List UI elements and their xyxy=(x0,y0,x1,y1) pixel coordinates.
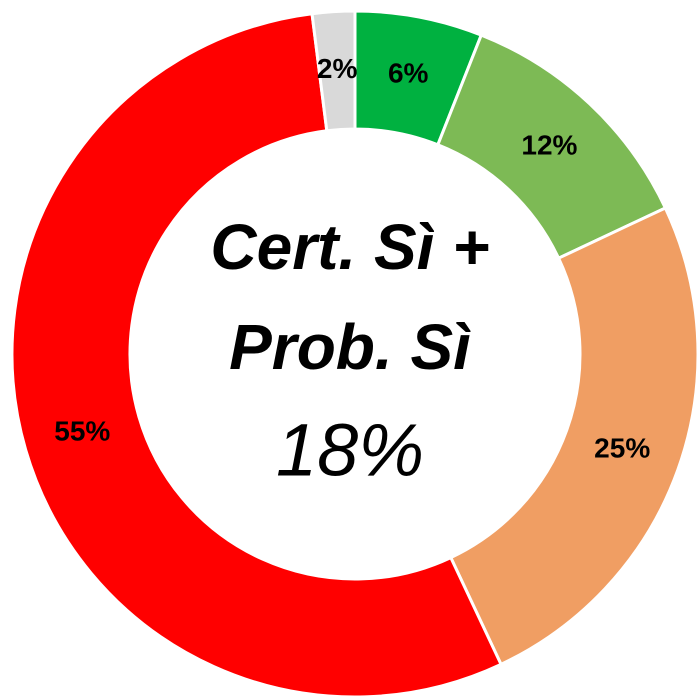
donut-slice xyxy=(10,12,504,699)
donut-slice xyxy=(448,205,697,667)
center-text: Prob. Sì xyxy=(229,311,471,383)
data-label: 55% xyxy=(54,416,110,447)
center-text: Cert. Sì + xyxy=(210,211,489,283)
center-value: 18% xyxy=(276,409,424,492)
data-label: 2% xyxy=(317,53,358,84)
data-label: 6% xyxy=(388,57,429,88)
donut-slice xyxy=(310,9,357,133)
data-label: 25% xyxy=(594,433,650,464)
data-label: 12% xyxy=(521,129,577,160)
